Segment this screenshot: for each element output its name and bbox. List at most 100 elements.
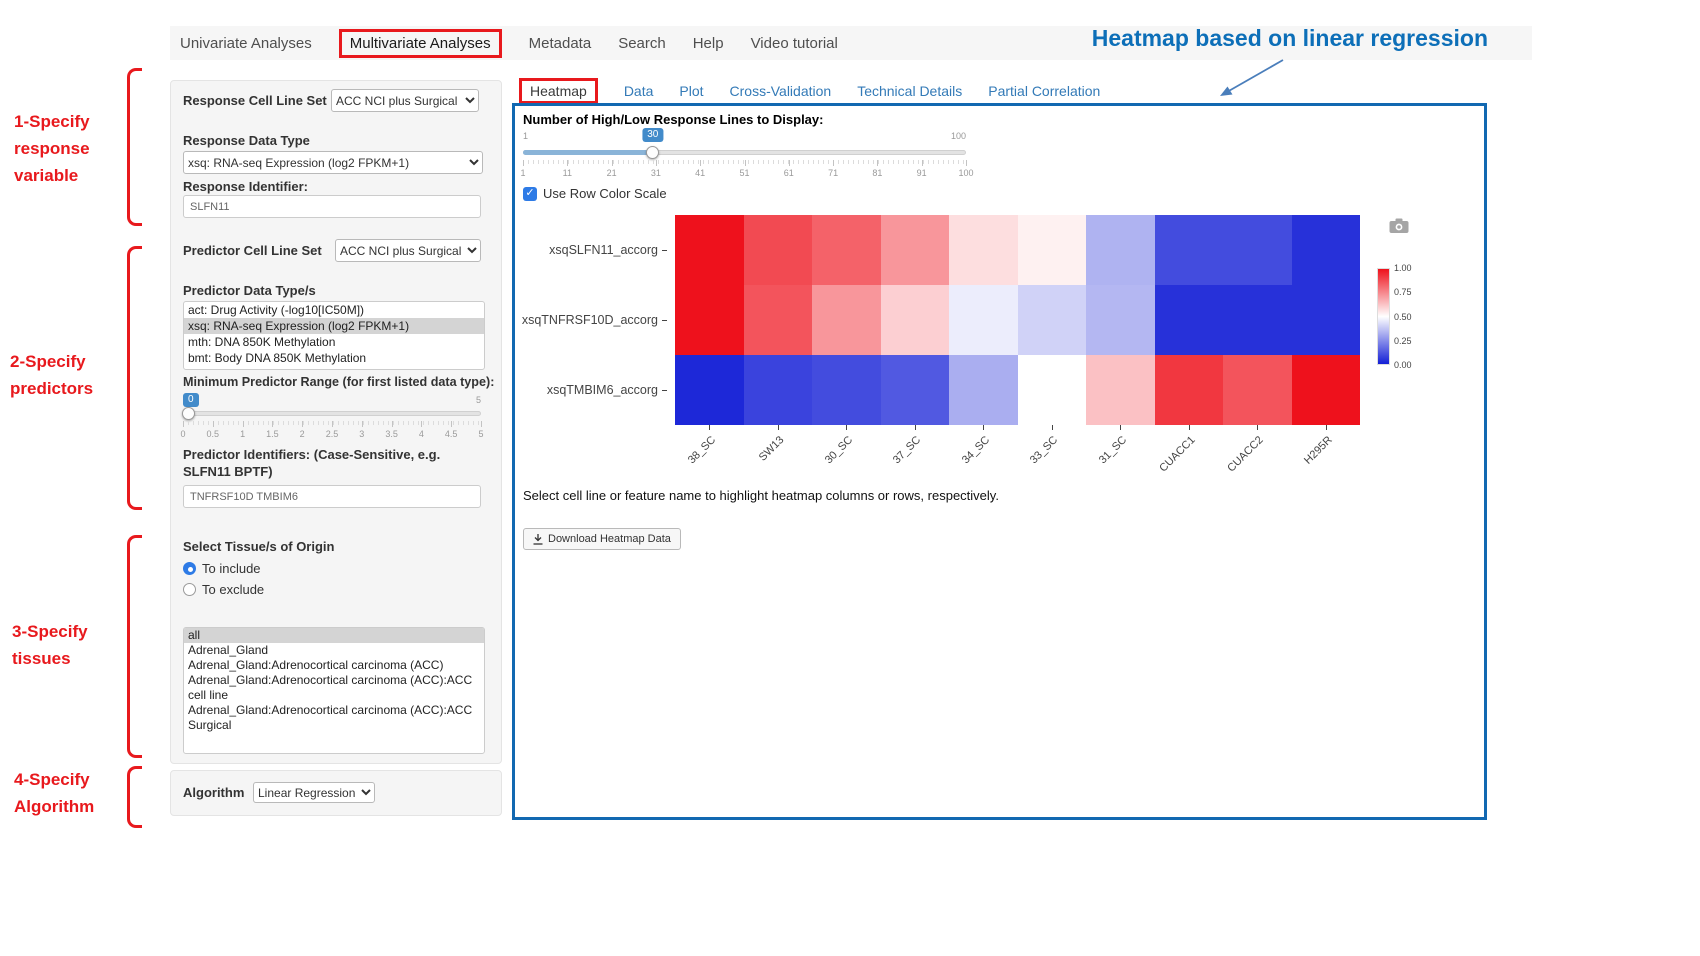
tab-data[interactable]: Data bbox=[623, 83, 654, 99]
predictor-data-type-option[interactable]: mth: DNA 850K Methylation bbox=[188, 335, 336, 349]
slider-tick-label: 0 bbox=[180, 429, 186, 439]
min-predictor-range-slider: 0 5 0 0.5 1 1.5 2 2.5 3 3.5 4 4.5 5 bbox=[180, 393, 484, 439]
nav-item-video-tutorial[interactable]: Video tutorial bbox=[750, 34, 838, 52]
slider-handle[interactable] bbox=[645, 146, 659, 159]
slider-tick bbox=[700, 160, 702, 166]
nav-item-univariate-analyses[interactable]: Univariate Analyses bbox=[180, 34, 312, 52]
slider-tick-label: 2.5 bbox=[325, 429, 339, 439]
heatmap-cell[interactable] bbox=[1291, 355, 1360, 425]
heatmap-cell[interactable] bbox=[1017, 355, 1086, 425]
nav-item-multivariate-analyses[interactable]: Multivariate Analyses bbox=[338, 28, 502, 58]
slider-tick-label: 71 bbox=[828, 168, 839, 178]
slider-tick bbox=[966, 160, 967, 166]
slider-tick bbox=[921, 160, 923, 166]
tissue-option[interactable]: Adrenal_Gland:Adrenocortical carcinoma (… bbox=[188, 703, 473, 732]
predictor-cell-line-set-select[interactable]: ACC NCI plus Surgical bbox=[335, 239, 481, 262]
annotation-step-3: 3-Specify tissues bbox=[12, 622, 88, 669]
algorithm-label: Algorithm bbox=[183, 785, 245, 800]
heatmap-row-label[interactable]: xsqTMBIM6_accorg bbox=[515, 355, 667, 425]
camera-icon[interactable] bbox=[1389, 218, 1409, 234]
predictor-data-type-option[interactable]: act: Drug Activity (-log10[IC50M]) bbox=[188, 303, 365, 317]
slider-tick-label: 31 bbox=[650, 168, 661, 178]
heatmap-cell[interactable] bbox=[949, 285, 1018, 355]
tab-partial-correlation[interactable]: Partial Correlation bbox=[988, 83, 1101, 99]
row-color-scale-checkbox-row[interactable]: Use Row Color Scale bbox=[523, 186, 667, 201]
response-data-type-select[interactable]: xsq: RNA-seq Expression (log2 FPKM+1) bbox=[183, 151, 483, 174]
heatmap-cell[interactable] bbox=[880, 355, 949, 425]
slider-tick-label: 3 bbox=[359, 429, 365, 439]
heatmap-cell[interactable] bbox=[1086, 355, 1155, 425]
heatmap-cell[interactable] bbox=[1291, 215, 1360, 285]
radio-to-include[interactable]: To include bbox=[183, 561, 261, 576]
annotation-bracket-3 bbox=[127, 535, 142, 758]
heatmap-cell[interactable] bbox=[675, 285, 744, 355]
heatmap-cell[interactable] bbox=[949, 215, 1018, 285]
tab-bar: Heatmap Data Plot Cross-Validation Techn… bbox=[519, 78, 1100, 104]
sidebar-panel: Response Cell Line Set ACC NCI plus Surg… bbox=[170, 80, 502, 764]
slider-tick bbox=[788, 160, 790, 166]
heatmap-cell[interactable] bbox=[1017, 215, 1086, 285]
slider-tick-label: 91 bbox=[916, 168, 927, 178]
slider-track[interactable] bbox=[183, 411, 481, 416]
nav-item-help[interactable]: Help bbox=[692, 34, 724, 52]
radio-to-exclude-label: To exclude bbox=[202, 582, 265, 597]
tissue-option[interactable]: Adrenal_Gland:Adrenocortical carcinoma (… bbox=[188, 673, 473, 702]
heatmap-cell[interactable] bbox=[743, 285, 812, 355]
heatmap-cell[interactable] bbox=[1017, 285, 1086, 355]
heatmap-cell[interactable] bbox=[1291, 285, 1360, 355]
response-identifier-input[interactable] bbox=[183, 195, 481, 218]
nav-item-search[interactable]: Search bbox=[618, 34, 666, 52]
heatmap-grid bbox=[675, 215, 1360, 425]
heatmap-row-label[interactable]: xsqTNFRSF10D_accorg bbox=[515, 285, 667, 355]
slider-tick-label: 21 bbox=[606, 168, 617, 178]
slider-handle[interactable] bbox=[182, 407, 195, 420]
checkbox-checked-icon[interactable] bbox=[523, 186, 537, 201]
tissue-option[interactable]: Adrenal_Gland:Adrenocortical carcinoma (… bbox=[188, 658, 444, 672]
download-heatmap-data-button[interactable]: Download Heatmap Data bbox=[523, 528, 681, 550]
heatmap-cell[interactable] bbox=[743, 355, 812, 425]
tab-technical-details[interactable]: Technical Details bbox=[857, 83, 963, 99]
tab-plot[interactable]: Plot bbox=[679, 83, 704, 99]
predictor-data-type-option[interactable]: bmt: Body DNA 850K Methylation bbox=[188, 351, 367, 365]
slider-tick-label: 41 bbox=[695, 168, 706, 178]
predictor-data-type-option-selected[interactable]: xsq: RNA-seq Expression (log2 FPKM+1) bbox=[184, 318, 484, 334]
heatmap-row bbox=[675, 285, 1360, 355]
heatmap-cell[interactable] bbox=[1154, 285, 1223, 355]
tab-heatmap[interactable]: Heatmap bbox=[519, 78, 598, 104]
annotation-step-4: 4-Specify Algorithm bbox=[14, 770, 95, 817]
row-color-scale-label: Use Row Color Scale bbox=[543, 186, 667, 201]
heatmap-cell[interactable] bbox=[1223, 285, 1292, 355]
heatmap-cell[interactable] bbox=[1154, 355, 1223, 425]
slider-tick-label: 4 bbox=[418, 429, 424, 439]
slider-tick bbox=[212, 421, 214, 427]
heatmap-cell[interactable] bbox=[812, 355, 881, 425]
heatmap-row-label[interactable]: xsqSLFN11_accorg bbox=[515, 215, 667, 285]
tissue-option-selected[interactable]: all bbox=[184, 628, 484, 643]
response-identifier-label: Response Identifier: bbox=[183, 179, 308, 194]
heatmap-cell[interactable] bbox=[880, 285, 949, 355]
response-cell-line-set-select[interactable]: ACC NCI plus Surgical bbox=[331, 89, 479, 112]
heatmap-cell[interactable] bbox=[1086, 215, 1155, 285]
heatmap-cell[interactable] bbox=[743, 215, 812, 285]
heatmap-cell[interactable] bbox=[812, 285, 881, 355]
algorithm-select[interactable]: Linear Regression bbox=[253, 782, 375, 803]
heatmap-cell[interactable] bbox=[1086, 285, 1155, 355]
heatmap-cell[interactable] bbox=[949, 355, 1018, 425]
heatmap-cell[interactable] bbox=[1223, 355, 1292, 425]
heatmap-cell[interactable] bbox=[1154, 215, 1223, 285]
heatmap-cell[interactable] bbox=[1223, 215, 1292, 285]
radio-to-exclude[interactable]: To exclude bbox=[183, 582, 264, 597]
slider-tick-label: 100 bbox=[958, 168, 974, 178]
annotation-step-2: 2-Specify predictors bbox=[10, 352, 94, 399]
heatmap-cell[interactable] bbox=[812, 215, 881, 285]
predictor-identifiers-input[interactable] bbox=[183, 485, 481, 508]
heatmap-cell[interactable] bbox=[675, 355, 744, 425]
heatmap-cell[interactable] bbox=[880, 215, 949, 285]
algorithm-panel: Algorithm Linear Regression bbox=[170, 770, 502, 816]
tissue-option[interactable]: Adrenal_Gland bbox=[188, 643, 269, 657]
tab-cross-validation[interactable]: Cross-Validation bbox=[729, 83, 832, 99]
nav-item-metadata[interactable]: Metadata bbox=[528, 34, 592, 52]
heatmap-cell[interactable] bbox=[675, 215, 744, 285]
annotation-step-1: 1-Specify response variable bbox=[14, 112, 90, 186]
slider-tick bbox=[332, 421, 333, 427]
